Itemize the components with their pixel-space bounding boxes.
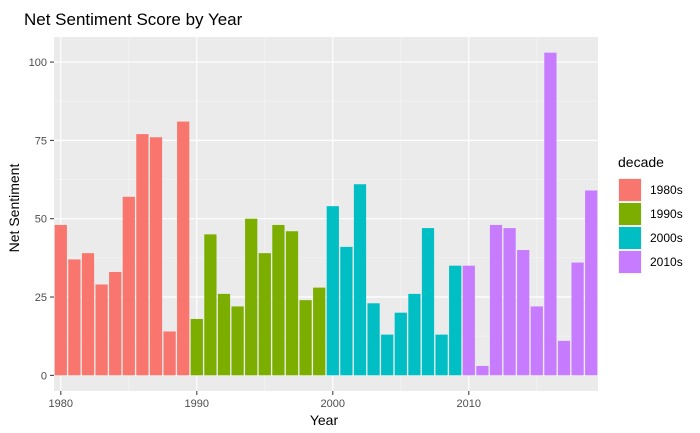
legend-label: 1990s	[650, 207, 683, 221]
y-tick-label: 100	[29, 57, 47, 69]
chart-title: Net Sentiment Score by Year	[24, 10, 243, 29]
bar	[449, 265, 462, 376]
bar	[122, 196, 135, 376]
bar	[462, 265, 475, 376]
legend-label: 2000s	[650, 231, 683, 245]
bar	[68, 259, 81, 376]
legend-swatch	[619, 251, 641, 273]
y-axis-title: Net Sentiment	[6, 164, 22, 253]
x-tick-label: 2000	[321, 398, 345, 410]
bar	[313, 287, 326, 376]
bar	[285, 231, 299, 376]
legend-title: decade	[618, 154, 664, 170]
y-axis: 0 25 50 75 100	[29, 57, 54, 382]
bar	[54, 224, 67, 376]
bar	[109, 271, 122, 376]
bar	[367, 303, 380, 376]
bar	[489, 224, 503, 376]
bar	[394, 312, 407, 376]
bar	[353, 184, 367, 376]
x-tick-label: 1980	[49, 398, 73, 410]
bar	[326, 206, 339, 376]
bar	[136, 134, 149, 376]
legend-swatch	[619, 203, 641, 225]
bar	[517, 250, 530, 376]
x-tick-label: 2010	[457, 398, 481, 410]
x-axis: 1980 1990 2000 2010	[49, 391, 481, 410]
bar	[340, 246, 353, 376]
legend-label: 2010s	[650, 255, 683, 269]
bar	[163, 331, 176, 376]
bar	[503, 228, 516, 376]
bar	[544, 52, 557, 376]
x-tick-label: 1990	[185, 398, 209, 410]
y-tick-label: 75	[35, 135, 47, 147]
plot-panel	[54, 37, 598, 391]
bar	[231, 306, 244, 376]
bar	[204, 234, 217, 376]
bar	[571, 262, 584, 376]
y-tick-label: 25	[35, 292, 47, 304]
bar	[149, 137, 163, 376]
legend-swatch	[619, 179, 641, 201]
bar	[272, 224, 285, 376]
bar	[530, 306, 543, 376]
bar	[95, 284, 108, 376]
bar	[245, 218, 258, 376]
x-axis-title: Year	[310, 412, 339, 428]
legend-swatch	[619, 227, 641, 249]
bar	[435, 334, 448, 376]
bar	[177, 121, 190, 376]
bar	[557, 340, 571, 376]
bar	[476, 365, 489, 376]
bar	[81, 253, 95, 376]
bar	[299, 300, 312, 376]
legend-label: 1980s	[650, 183, 683, 197]
y-tick-label: 0	[41, 370, 47, 382]
bar	[217, 293, 231, 376]
bar	[190, 318, 203, 376]
bar	[258, 253, 271, 376]
bar	[408, 293, 421, 376]
legend: decade 1980s 1990s 2000s 2010s	[618, 154, 683, 274]
y-tick-label: 50	[35, 214, 47, 226]
bar	[585, 190, 598, 376]
bars	[54, 52, 598, 376]
bar	[381, 334, 394, 376]
bar	[421, 228, 435, 376]
